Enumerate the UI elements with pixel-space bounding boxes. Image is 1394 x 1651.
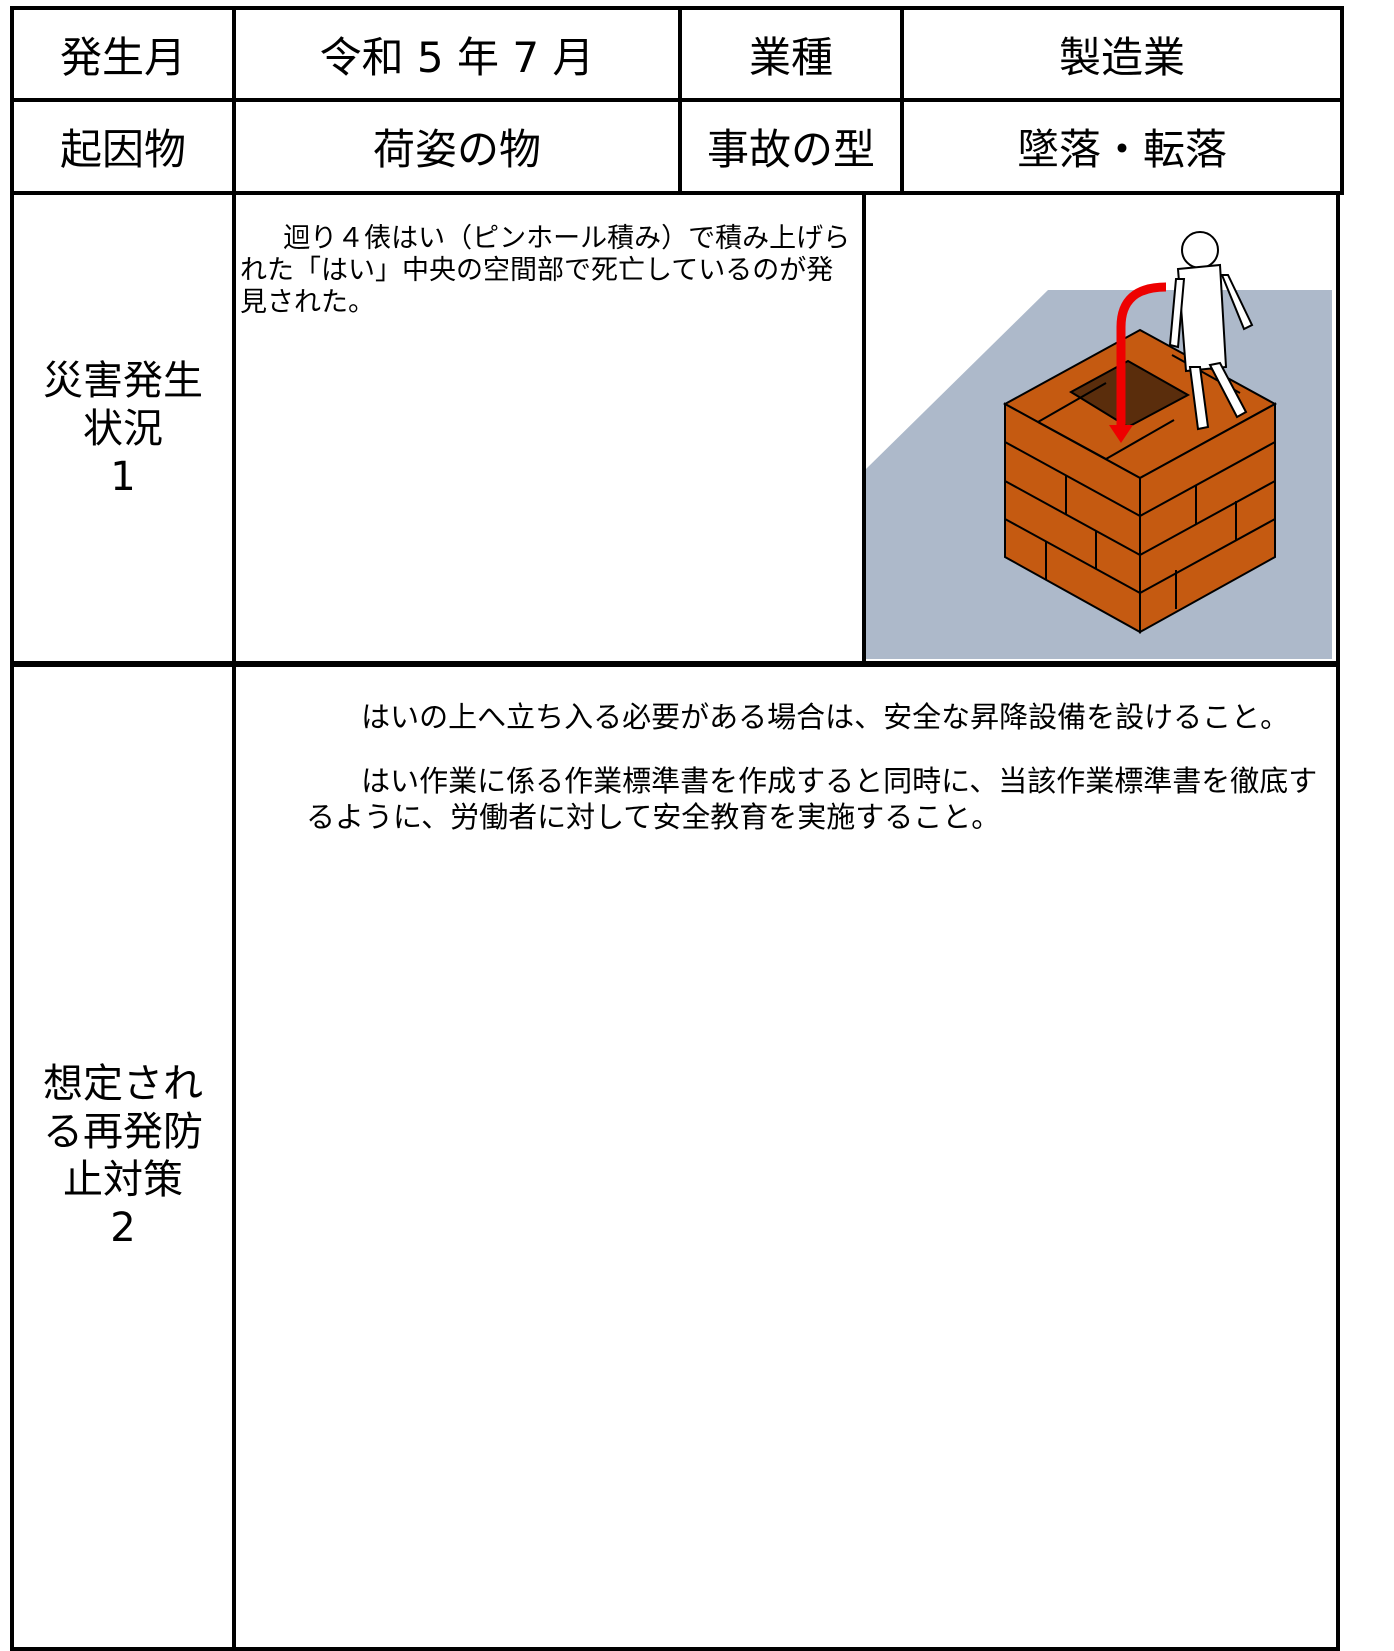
paragraph: 迴り４俵はい（ピンホール積み）で積み上げられた「はい」中央の空間部で死亡している…: [240, 223, 851, 318]
header-cell: 起因物: [10, 98, 236, 195]
illustration: [866, 231, 1332, 659]
section-label: 想定され る再発防 止対策 2: [10, 661, 236, 1651]
header-cell: 荷姿の物: [232, 98, 682, 195]
header-cell: 発生月: [10, 6, 236, 102]
label-line: 止対策: [63, 1157, 183, 1203]
label-line: 1: [110, 454, 136, 500]
fall-arrow-head: [1109, 425, 1133, 443]
header-cell: 令和 5 年 7 月: [232, 6, 682, 102]
header-cell: 事故の型: [678, 98, 904, 195]
paragraph: はいの上へ立ち入る必要がある場合は、安全な昇降設備を設けること。: [361, 700, 1290, 734]
label-line: る再発防: [43, 1109, 203, 1155]
paragraph: はい作業に係る作業標準書を作成すると同時に、当該作業標準書を徹底するように、労働…: [306, 764, 1318, 834]
worker: [1168, 231, 1254, 431]
label-line: 災害発生: [43, 358, 203, 404]
label-line: 2: [110, 1205, 136, 1251]
situation-text: 迴り４俵はい（ピンホール積み）で積み上げられた「はい」中央の空間部で死亡している…: [232, 191, 866, 667]
header-cell: 製造業: [900, 6, 1344, 102]
section-label: 災害発生 状況 1: [10, 191, 236, 667]
measures-text: はいの上へ立ち入る必要がある場合は、安全な昇降設備を設けること。はい作業に係る作…: [232, 661, 1340, 1651]
header-cell: 墜落・転落: [900, 98, 1344, 195]
header-cell: 業種: [678, 6, 904, 102]
label-line: 想定され: [43, 1061, 203, 1107]
image-cell: [862, 191, 1340, 667]
fall-arrow: [1116, 282, 1167, 427]
label-line: 状況: [83, 406, 163, 452]
